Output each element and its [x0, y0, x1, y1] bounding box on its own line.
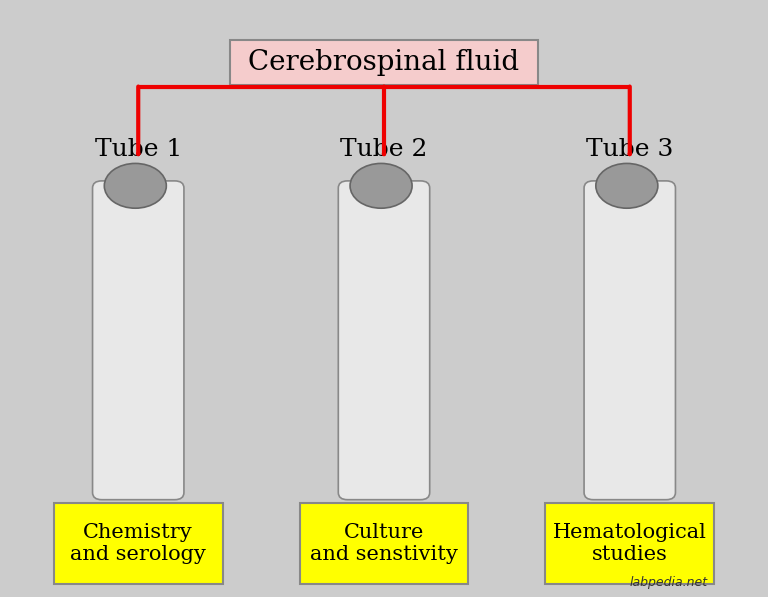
Ellipse shape [350, 164, 412, 208]
FancyBboxPatch shape [338, 181, 430, 500]
Text: Cerebrospinal fluid: Cerebrospinal fluid [248, 49, 520, 76]
Text: Chemistry
and serology: Chemistry and serology [71, 523, 206, 564]
FancyBboxPatch shape [300, 503, 468, 584]
Text: Culture
and senstivity: Culture and senstivity [310, 523, 458, 564]
FancyBboxPatch shape [230, 41, 538, 85]
Ellipse shape [104, 164, 167, 208]
FancyBboxPatch shape [545, 503, 714, 584]
Text: labpedia.net: labpedia.net [629, 576, 707, 589]
Text: Tube 3: Tube 3 [586, 138, 674, 161]
Ellipse shape [596, 164, 658, 208]
FancyBboxPatch shape [93, 181, 184, 500]
FancyBboxPatch shape [584, 181, 675, 500]
Text: Tube 1: Tube 1 [94, 138, 182, 161]
Text: Tube 2: Tube 2 [340, 138, 428, 161]
FancyBboxPatch shape [54, 503, 223, 584]
Text: Hematological
studies: Hematological studies [553, 523, 707, 564]
